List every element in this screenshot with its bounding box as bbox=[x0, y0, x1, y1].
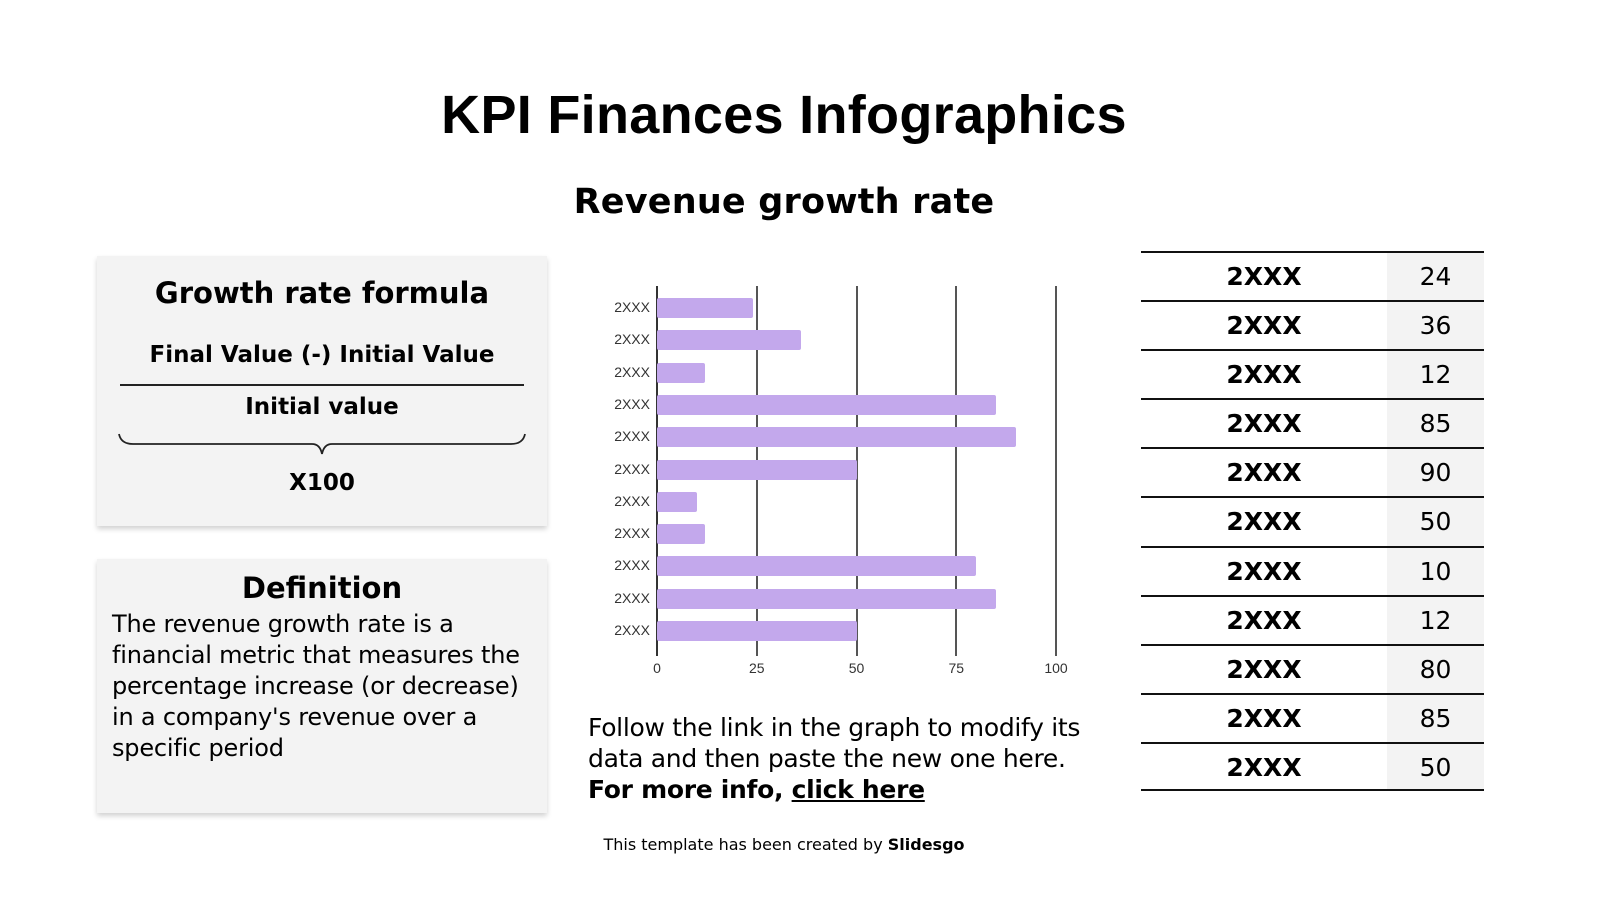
value-cell: 85 bbox=[1387, 694, 1484, 742]
curly-brace-icon bbox=[118, 433, 526, 455]
year-cell: 2XXX bbox=[1226, 409, 1302, 439]
year-cell: 2XXX bbox=[1226, 458, 1302, 488]
y-category-label: 2XXX bbox=[614, 460, 650, 477]
table-row: 2XXX 10 bbox=[1141, 545, 1484, 595]
value-cell: 10 bbox=[1387, 547, 1484, 595]
value-cell: 50 bbox=[1387, 498, 1484, 546]
x-tick-label: 50 bbox=[848, 660, 865, 676]
chart-bar[interactable] bbox=[657, 459, 857, 480]
table-row: 2XXX 90 bbox=[1141, 447, 1484, 497]
table-row: 2XXX 12 bbox=[1141, 594, 1484, 644]
gridline bbox=[955, 286, 958, 656]
chart-bar[interactable] bbox=[657, 330, 801, 351]
value-cell: 50 bbox=[1387, 743, 1484, 790]
y-category-label: 2XXX bbox=[614, 363, 650, 380]
instruction-note: Follow the link in the graph to modify i… bbox=[588, 712, 1098, 805]
chart-bar[interactable] bbox=[657, 394, 997, 415]
note-text: Follow the link in the graph to modify i… bbox=[588, 713, 1081, 773]
value-cell: 36 bbox=[1387, 302, 1484, 350]
table-row: 2XXX 24 bbox=[1141, 251, 1484, 301]
credit-brand: Slidesgo bbox=[887, 835, 965, 854]
x-tick-label: 25 bbox=[748, 660, 765, 676]
chart-bar[interactable] bbox=[657, 491, 697, 512]
year-cell: 2XXX bbox=[1226, 654, 1302, 684]
formula-card: Growth rate formula Final Value (-) Init… bbox=[97, 256, 547, 526]
chart-bar[interactable] bbox=[657, 427, 1017, 448]
click-here-link[interactable]: click here bbox=[791, 775, 925, 804]
y-category-label: 2XXX bbox=[614, 428, 650, 445]
year-cell: 2XXX bbox=[1226, 360, 1302, 390]
chart-bar[interactable] bbox=[657, 588, 997, 609]
y-category-label: 2XXX bbox=[614, 622, 650, 638]
template-credit: This template has been created by Slides… bbox=[0, 835, 1568, 854]
table-row: 2XXX 50 bbox=[1141, 741, 1484, 792]
chart-bar[interactable] bbox=[657, 298, 753, 318]
x-tick-label: 0 bbox=[653, 660, 661, 676]
formula-heading: Growth rate formula bbox=[154, 276, 490, 310]
value-cell: 24 bbox=[1387, 253, 1484, 301]
y-category-label: 2XXX bbox=[614, 525, 650, 542]
definition-card: Definition The revenue growth rate is a … bbox=[97, 559, 547, 813]
table-row: 2XXX 80 bbox=[1141, 643, 1484, 693]
credit-text: This template has been created by bbox=[603, 835, 888, 854]
value-cell: 80 bbox=[1387, 645, 1484, 693]
y-category-label: 2XXX bbox=[614, 331, 650, 348]
y-category-label: 2XXX bbox=[614, 395, 650, 412]
y-category-label: 2XXX bbox=[614, 589, 650, 606]
formula-denominator: Initial value bbox=[245, 394, 399, 420]
growth-table: 2XXX 24 2XXX 36 2XXX 12 2XXX 85 2XXX 90 2XXX 50 2XXX… bbox=[1141, 251, 1484, 792]
page-title: KPI Finances Infographics bbox=[441, 85, 1127, 145]
x-tick-label: 75 bbox=[948, 660, 965, 676]
formula-multiplier: X100 bbox=[289, 470, 355, 496]
y-category-label: 2XXX bbox=[614, 492, 650, 509]
note-bold: For more info, bbox=[588, 775, 792, 804]
year-cell: 2XXX bbox=[1226, 605, 1302, 635]
year-cell: 2XXX bbox=[1226, 311, 1302, 341]
year-cell: 2XXX bbox=[1226, 703, 1302, 733]
value-cell: 12 bbox=[1387, 351, 1484, 399]
definition-text: The revenue growth rate is a financial m… bbox=[112, 610, 520, 762]
chart-bar[interactable] bbox=[657, 556, 977, 577]
formula-numerator: Final Value (-) Initial Value bbox=[149, 342, 495, 368]
y-category-label: 2XXX bbox=[614, 557, 650, 574]
table-row: 2XXX 85 bbox=[1141, 398, 1484, 448]
definition-heading: Definition bbox=[241, 571, 403, 605]
y-category-label: 2XXX bbox=[614, 299, 650, 315]
revenue-bar-chart[interactable]: 0 25 50 75 100 2XXX 2XXX 2XXX 2XXX 2XXX 2XXX 2XXX 2X… bbox=[600, 280, 1090, 690]
year-cell: 2XXX bbox=[1226, 507, 1302, 537]
chart-bar[interactable] bbox=[657, 524, 705, 545]
year-cell: 2XXX bbox=[1226, 556, 1302, 586]
value-cell: 85 bbox=[1387, 400, 1484, 448]
table-row: 2XXX 85 bbox=[1141, 692, 1484, 742]
year-cell: 2XXX bbox=[1226, 752, 1302, 782]
gridline bbox=[855, 286, 858, 656]
gridline bbox=[1055, 286, 1057, 656]
year-cell: 2XXX bbox=[1226, 262, 1302, 291]
chart-bar[interactable] bbox=[657, 621, 857, 641]
section-subtitle: Revenue growth rate bbox=[573, 182, 995, 222]
x-tick-label: 100 bbox=[1044, 660, 1068, 676]
value-cell: 12 bbox=[1387, 596, 1484, 644]
chart-bar[interactable] bbox=[657, 362, 705, 383]
table-row: 2XXX 50 bbox=[1141, 496, 1484, 546]
table-row: 2XXX 36 bbox=[1141, 300, 1484, 350]
value-cell: 90 bbox=[1387, 449, 1484, 497]
table-row: 2XXX 12 bbox=[1141, 349, 1484, 399]
fraction-divider bbox=[120, 384, 524, 386]
